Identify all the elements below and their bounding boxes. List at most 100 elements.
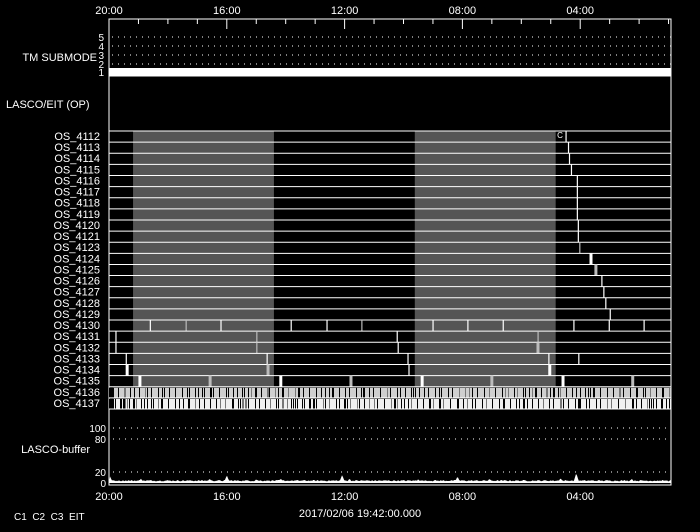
dense-row-mark — [242, 398, 244, 409]
dense-row-mark — [127, 398, 128, 409]
dense-row-mark — [329, 387, 330, 398]
row-mark — [576, 175, 578, 187]
op-panel-label: LASCO/EIT (OP) — [6, 99, 90, 111]
dense-row-mark — [529, 387, 530, 398]
row-label: OS_4124 — [54, 253, 100, 265]
dense-row-mark — [118, 387, 119, 398]
dense-row-mark — [251, 387, 252, 398]
dense-row-mark — [424, 387, 425, 398]
dense-row-mark — [397, 387, 398, 398]
row-label: OS_4117 — [54, 187, 100, 199]
dense-row-mark — [472, 398, 473, 409]
dense-row-mark — [278, 387, 279, 398]
row-label: OS_4114 — [54, 153, 100, 165]
dense-row-mark — [270, 398, 271, 409]
dense-row-mark — [467, 398, 468, 409]
row-label: OS_4128 — [54, 298, 100, 310]
row-mark — [578, 353, 580, 365]
row-label: OS_4121 — [54, 231, 100, 243]
dense-row-mark — [158, 387, 159, 398]
dense-row-background — [113, 387, 671, 398]
dense-row-mark — [248, 398, 249, 409]
dense-row-mark — [265, 398, 266, 409]
row-mark — [256, 331, 258, 343]
timestamp: 2017/02/06 19:42:00.000 — [299, 508, 421, 520]
dense-row-mark — [309, 398, 311, 409]
dense-row-mark — [593, 387, 595, 398]
row-mark — [567, 142, 570, 154]
dense-row-mark — [600, 387, 601, 398]
tm-level-label: 3 — [98, 51, 104, 62]
row-mark — [349, 375, 353, 387]
dense-row-mark — [472, 387, 473, 398]
dense-row-mark — [350, 398, 351, 409]
row-mark — [609, 308, 611, 321]
dense-row-mark — [457, 398, 459, 409]
dense-row-mark — [240, 398, 241, 409]
dense-row-mark — [523, 387, 524, 398]
row-mark — [256, 342, 258, 354]
dense-row-mark — [580, 398, 581, 409]
dense-row-mark — [532, 398, 533, 409]
row-mark — [326, 320, 328, 332]
dense-row-mark — [538, 398, 539, 409]
dense-row-mark — [516, 398, 517, 409]
dense-row-mark — [133, 398, 135, 409]
dense-row-mark — [162, 387, 163, 398]
dense-row-mark — [276, 398, 277, 409]
buffer-tick-label: 20 — [95, 468, 107, 479]
dense-row-mark — [113, 387, 114, 398]
row-mark — [576, 197, 578, 209]
dense-row-mark — [344, 398, 346, 409]
dense-row-mark — [475, 398, 476, 409]
dense-row-mark — [656, 398, 657, 409]
row-label: OS_4132 — [54, 342, 100, 354]
row-mark — [408, 364, 410, 376]
dense-row-mark — [151, 387, 152, 398]
dense-row-mark — [413, 387, 414, 398]
dense-row-mark — [546, 387, 548, 398]
dense-row-mark — [130, 387, 131, 398]
dense-row-mark — [647, 398, 648, 409]
dense-row-mark — [282, 398, 284, 409]
dense-row-mark — [568, 398, 569, 409]
dense-row-mark — [282, 387, 284, 398]
dense-row-mark — [199, 398, 200, 409]
row-label: OS_4120 — [54, 220, 100, 232]
dense-row-mark — [541, 387, 542, 398]
dense-row-mark — [448, 387, 449, 398]
buffer-tick-label: 100 — [89, 424, 106, 435]
dense-row-mark — [641, 398, 642, 409]
dense-row-mark — [636, 398, 637, 409]
dense-row-mark — [175, 387, 176, 398]
dense-row-mark — [390, 387, 391, 398]
dense-row-mark — [650, 387, 651, 398]
tm-level-label: 4 — [98, 42, 104, 53]
dense-row-mark — [535, 387, 537, 398]
dense-row-mark — [543, 398, 544, 409]
dense-row-mark — [596, 398, 597, 409]
dense-row-mark — [645, 387, 646, 398]
row-label: OS_4134 — [54, 365, 100, 377]
dense-row-edge — [109, 398, 113, 409]
dense-row-mark — [291, 398, 292, 409]
dense-row-mark — [213, 387, 214, 398]
row-mark — [594, 264, 598, 276]
dense-row-mark — [401, 398, 402, 409]
dense-row-mark — [553, 398, 554, 409]
dense-row-mark — [636, 387, 638, 398]
dense-row-mark — [618, 398, 619, 409]
dense-row-mark — [374, 398, 375, 409]
dense-row-mark — [397, 398, 398, 409]
dense-row-mark — [187, 387, 188, 398]
row-mark — [605, 297, 607, 309]
row-label: OS_4119 — [54, 209, 100, 221]
dense-row-mark — [267, 387, 269, 398]
dense-row-mark — [560, 387, 561, 398]
dense-row-mark — [255, 398, 256, 409]
row-mark — [608, 320, 610, 332]
row-label: OS_4136 — [54, 387, 100, 399]
tm-level-label: 2 — [98, 60, 104, 71]
row-label: OS_4116 — [54, 175, 100, 187]
dense-row-mark — [123, 398, 125, 409]
